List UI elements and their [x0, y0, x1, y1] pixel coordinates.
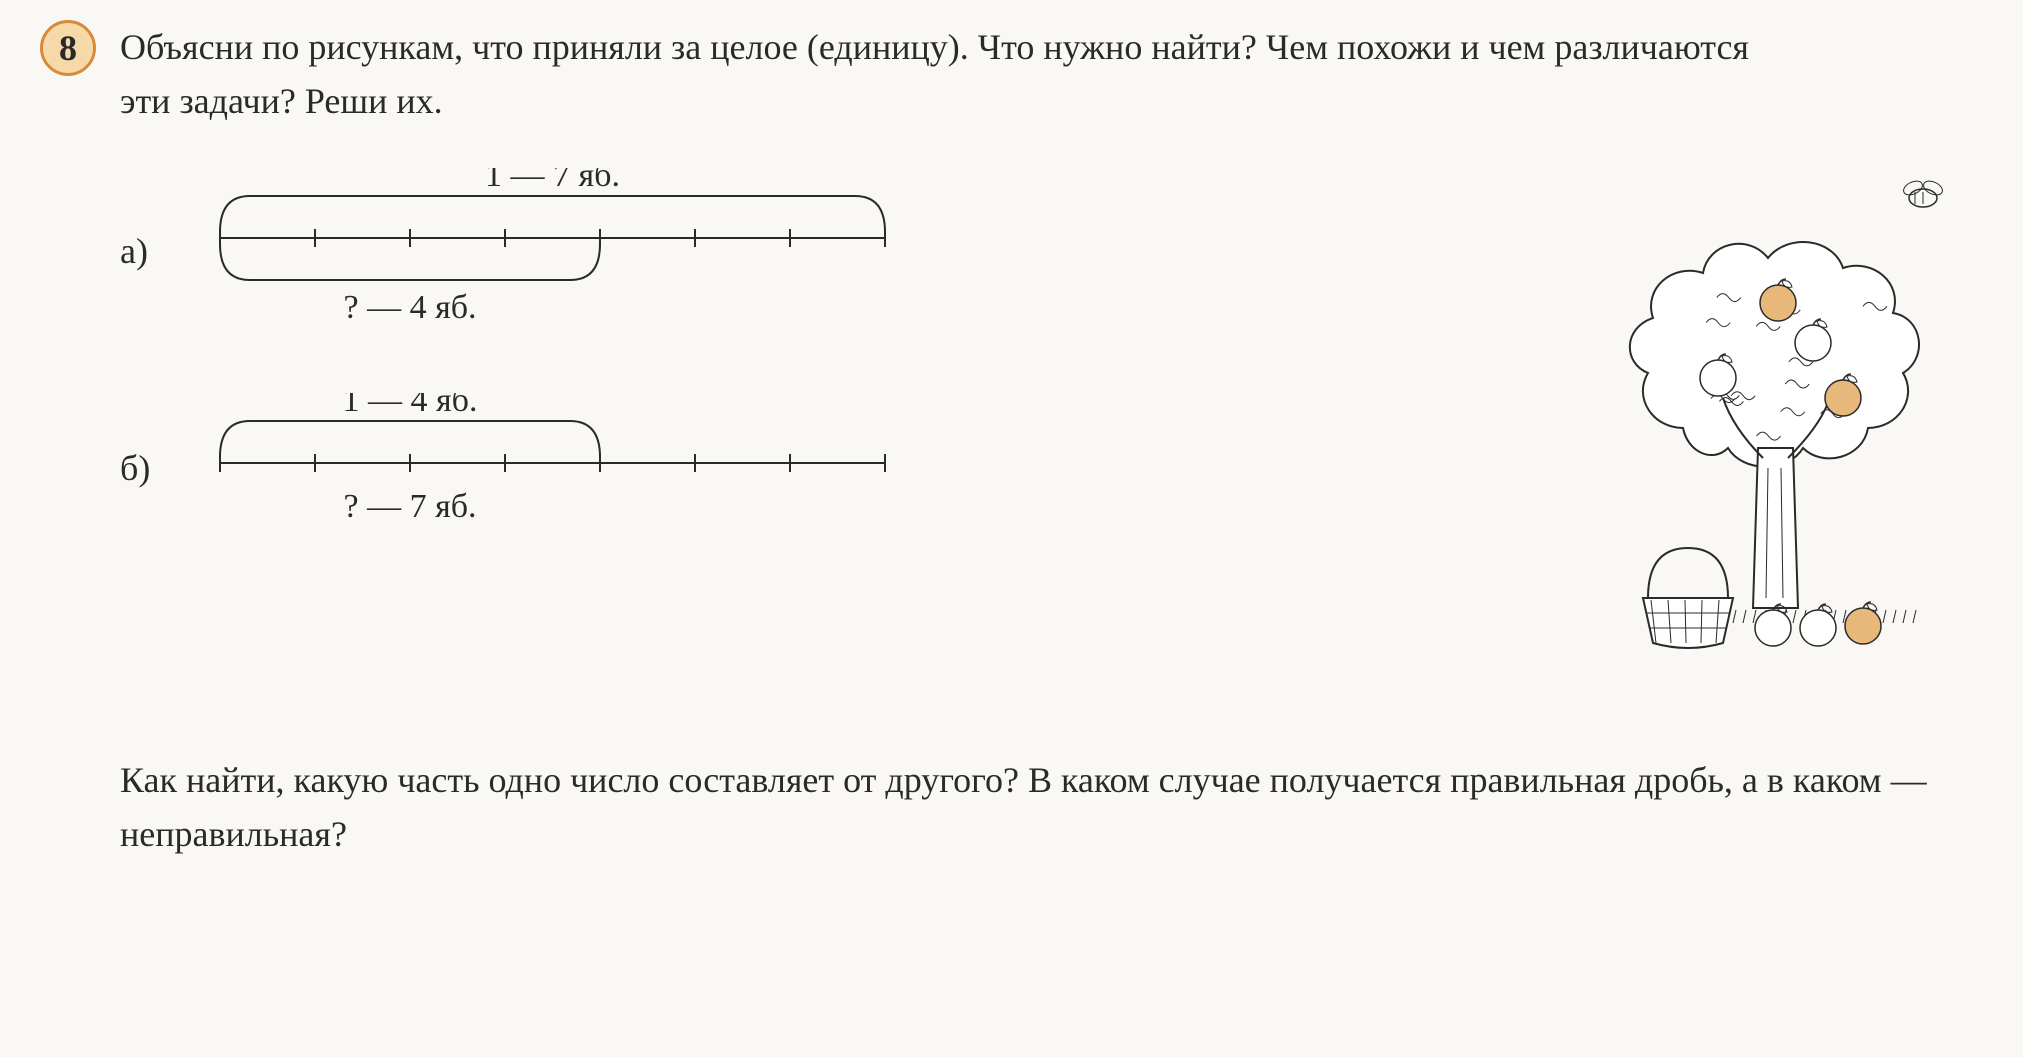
diagram-b-svg: 1 — 4 яб. ? — 7 яб.: [190, 393, 970, 538]
svg-text:1 — 7 яб.: 1 — 7 яб.: [485, 168, 620, 194]
illustration-container: [1563, 168, 1983, 733]
content-column: Объясни по рисункам, что приняли за цело…: [120, 20, 1983, 861]
illustration-svg: [1563, 168, 1983, 728]
svg-text:? — 4 яб.: ? — 4 яб.: [343, 289, 476, 326]
problem-number: 8: [59, 27, 77, 69]
diagram-a-label: а): [120, 230, 190, 272]
footer-question: Как найти, какую часть одно число состав…: [120, 753, 1980, 861]
svg-text:1 — 4 яб.: 1 — 4 яб.: [343, 393, 478, 419]
diagrams-container: а) 1 — 7 яб. ? — 4 яб. б) 1 — 4 яб. ? — 7 …: [120, 168, 1563, 733]
problem-number-badge: 8: [40, 20, 96, 76]
diagram-b-block: б) 1 — 4 яб. ? — 7 яб.: [120, 393, 1563, 543]
diagram-a-block: а) 1 — 7 яб. ? — 4 яб.: [120, 168, 1563, 333]
diagram-b-label: б): [120, 447, 190, 489]
svg-text:? — 7 яб.: ? — 7 яб.: [343, 488, 476, 525]
problem-text: Объясни по рисункам, что приняли за цело…: [120, 20, 1770, 128]
diagram-a-svg: 1 — 7 яб. ? — 4 яб.: [190, 168, 970, 328]
problem-number-column: 8: [40, 20, 120, 861]
